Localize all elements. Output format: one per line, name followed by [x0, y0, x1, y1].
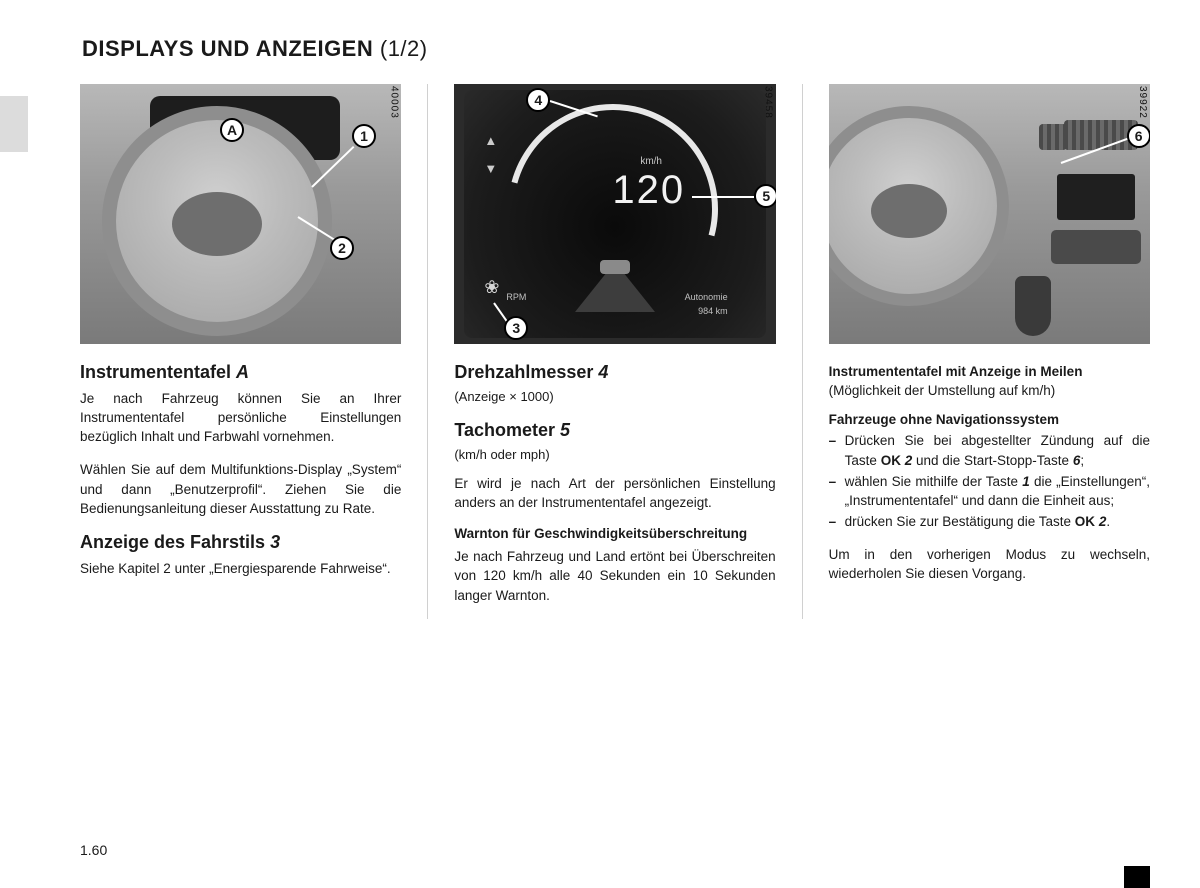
- gauge-sub-1: Autonomie: [685, 292, 728, 302]
- leaf-icon: ❀: [484, 277, 499, 298]
- t: 1: [1022, 474, 1030, 489]
- dash-controls: [1051, 230, 1141, 264]
- figure-id: 40003: [388, 86, 399, 119]
- h-text: Instrumententafel: [80, 362, 236, 382]
- h-text: Anzeige des Fahrstils: [80, 532, 270, 552]
- speed-value: 120: [612, 168, 685, 213]
- dash-vents: [1039, 124, 1067, 150]
- dash-screen: [1057, 174, 1135, 220]
- column-3: 39922 6 Instrumententafel mit Anzeige in…: [829, 84, 1150, 619]
- h-em: 3: [270, 532, 280, 552]
- paragraph: Wählen Sie auf dem Multifunktions-Displa…: [80, 460, 401, 517]
- callout-A: A: [220, 118, 244, 142]
- gear-shifter: [1015, 276, 1051, 336]
- t: ;: [1080, 453, 1084, 468]
- wheel-hub: [172, 192, 262, 256]
- footer-mark: [1124, 866, 1150, 888]
- figure-2: 39458 km/h 120 Autonomie 984 km RPM ❀ ▲▼…: [454, 84, 775, 344]
- paragraph: Je nach Fahrzeug können Sie an Ihrer Ins…: [80, 389, 401, 446]
- h-text: Drehzahlmesser: [454, 362, 598, 382]
- instruction-list: Drücken Sie bei abgestellter Zündung auf…: [829, 431, 1150, 531]
- heading-fahrstil: Anzeige des Fahrstils 3: [80, 532, 401, 553]
- paragraph: Siehe Kapitel 2 unter „Energiesparende F…: [80, 559, 401, 578]
- page-title: DISPLAYS UND ANZEIGEN (1/2): [82, 36, 1150, 62]
- gauge-sub-2: 984 km: [698, 306, 728, 316]
- speed-unit: km/h: [640, 156, 662, 167]
- heading-instrumententafel: Instrumententafel A: [80, 362, 401, 383]
- gauge-frame: km/h 120 Autonomie 984 km RPM ❀ ▲▼: [464, 90, 765, 338]
- heading-drehzahlmesser: Drehzahlmesser 4: [454, 362, 775, 383]
- column-1: 40003 A 1 2 Instrumententafel A Je nach …: [80, 84, 401, 619]
- wheel-hub: [871, 184, 947, 238]
- title-main: DISPLAYS UND ANZEIGEN: [82, 36, 373, 61]
- side-tab: [0, 96, 28, 152]
- list-item: Drücken Sie bei abgestellter Zündung auf…: [829, 431, 1150, 469]
- heading-ohne-nav: Fahrzeuge ohne Navigationssystem: [829, 410, 1150, 429]
- list-item: wählen Sie mithilfe der Taste 1 die „Ein…: [829, 472, 1150, 510]
- callout-2: 2: [330, 236, 354, 260]
- paragraph: Um in den vorherigen Modus zu wechseln, …: [829, 545, 1150, 583]
- gauge-arrows: ▲▼: [484, 134, 497, 176]
- h-em: 4: [598, 362, 608, 382]
- content-columns: 40003 A 1 2 Instrumententafel A Je nach …: [80, 84, 1150, 619]
- t: und die Start-Stopp-Taste: [912, 453, 1073, 468]
- h-em: A: [236, 362, 249, 382]
- figure-id: 39922: [1137, 86, 1148, 119]
- rpm-label: RPM: [506, 292, 526, 302]
- subtitle: (Anzeige × 1000): [454, 389, 775, 404]
- warn-heading: Warnton für Geschwindigkeitsüberschreitu…: [454, 526, 775, 541]
- paragraph: Je nach Fahrzeug und Land ertönt bei Übe…: [454, 547, 775, 604]
- t: .: [1106, 514, 1110, 529]
- callout-1: 1: [352, 124, 376, 148]
- column-divider: [427, 84, 428, 619]
- column-2: 39458 km/h 120 Autonomie 984 km RPM ❀ ▲▼…: [454, 84, 775, 619]
- heading-meilen: Instrumententafel mit Anzeige in Meilen …: [829, 362, 1150, 400]
- lead-5: [692, 196, 754, 198]
- h-text: Tachometer: [454, 420, 560, 440]
- subtitle: (km/h oder mph): [454, 447, 775, 462]
- t: wählen Sie mithilfe der Taste: [845, 474, 1023, 489]
- t: drücken Sie zur Bestätigung die Taste: [845, 514, 1075, 529]
- page-number: 1.60: [80, 842, 107, 858]
- heading-tachometer: Tachometer 5: [454, 420, 775, 441]
- callout-5: 5: [754, 184, 775, 208]
- column-divider: [802, 84, 803, 619]
- title-suffix: (1/2): [380, 36, 428, 61]
- h-bold: Instrumententafel mit Anzeige in Meilen: [829, 364, 1083, 379]
- road-icon: [560, 256, 670, 318]
- h-em: 5: [560, 420, 570, 440]
- h-sub: (Möglichkeit der Umstellung auf km/h): [829, 383, 1056, 398]
- paragraph: Er wird je nach Art der persönlichen Ein…: [454, 474, 775, 512]
- list-item: drücken Sie zur Bestätigung die Taste OK…: [829, 512, 1150, 531]
- figure-3: 39922 6: [829, 84, 1150, 344]
- figure-1: 40003 A 1 2: [80, 84, 401, 344]
- t: OK: [1075, 514, 1099, 529]
- t: OK: [881, 453, 905, 468]
- callout-6: 6: [1127, 124, 1150, 148]
